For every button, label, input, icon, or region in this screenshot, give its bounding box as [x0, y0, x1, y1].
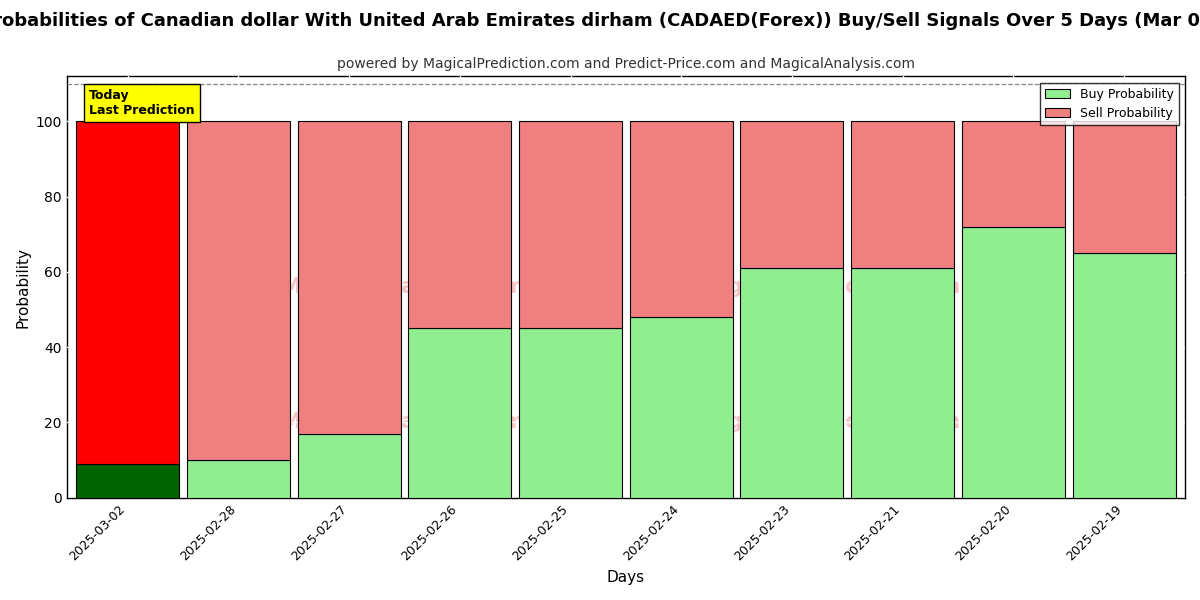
Bar	[740, 268, 844, 498]
Bar	[408, 121, 511, 328]
Text: MagicalAnalysis.com: MagicalAnalysis.com	[280, 412, 524, 432]
X-axis label: Days: Days	[607, 570, 644, 585]
Text: MagicalPrediction.com: MagicalPrediction.com	[694, 277, 961, 297]
Bar	[1073, 121, 1176, 253]
Text: MagicalPrediction.com: MagicalPrediction.com	[694, 412, 961, 432]
Text: Today
Last Prediction: Today Last Prediction	[89, 89, 194, 117]
Bar	[520, 121, 622, 328]
Bar	[740, 121, 844, 268]
Bar	[962, 121, 1064, 227]
Bar	[408, 328, 511, 498]
Bar	[298, 121, 401, 434]
Bar	[1073, 253, 1176, 498]
Title: powered by MagicalPrediction.com and Predict-Price.com and MagicalAnalysis.com: powered by MagicalPrediction.com and Pre…	[337, 57, 914, 71]
Bar	[298, 434, 401, 498]
Bar	[851, 121, 954, 268]
Bar	[630, 317, 733, 498]
Bar	[187, 121, 290, 460]
Bar	[962, 227, 1064, 498]
Bar	[77, 121, 179, 464]
Text: MagicalAnalysis.com: MagicalAnalysis.com	[280, 277, 524, 297]
Bar	[630, 121, 733, 317]
Bar	[851, 268, 954, 498]
Bar	[187, 460, 290, 498]
Bar	[77, 464, 179, 498]
Y-axis label: Probability: Probability	[14, 247, 30, 328]
Legend: Buy Probability, Sell Probability: Buy Probability, Sell Probability	[1040, 83, 1178, 125]
Text: Probabilities of Canadian dollar With United Arab Emirates dirham (CADAED(Forex): Probabilities of Canadian dollar With Un…	[0, 12, 1200, 30]
Bar	[520, 328, 622, 498]
